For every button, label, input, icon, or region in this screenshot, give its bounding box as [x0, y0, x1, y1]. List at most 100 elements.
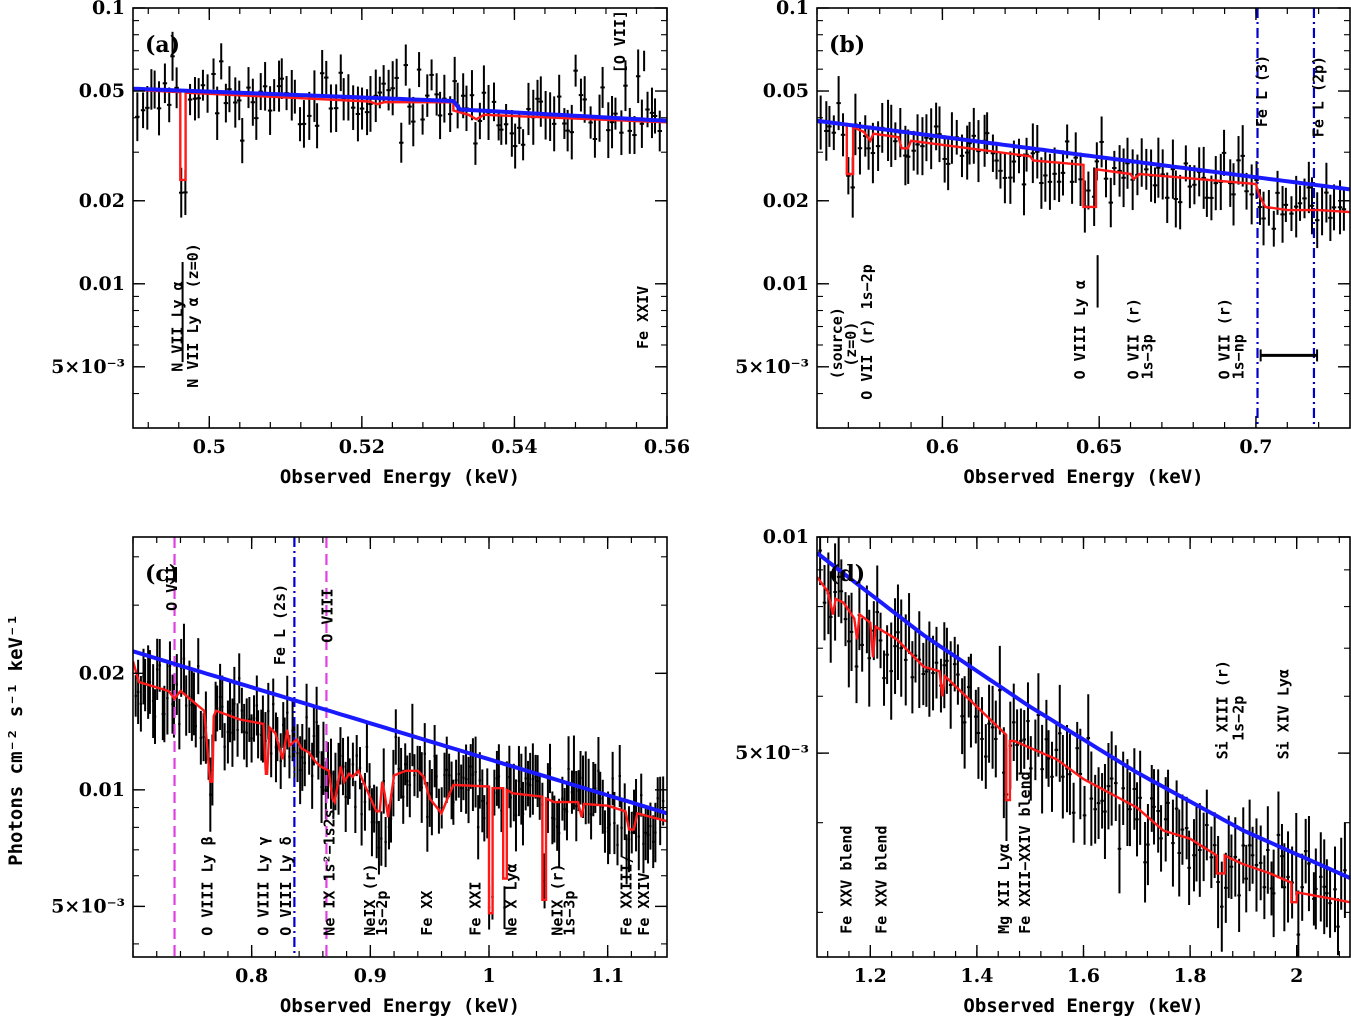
y-tick-label: 0.01	[79, 273, 125, 295]
line-annotation: O VII (r)	[1124, 298, 1142, 379]
y-tick-label: 0.02	[763, 190, 809, 212]
data-points-d	[818, 537, 1347, 957]
x-tick-label: 1.1	[591, 965, 624, 987]
x-tick-label: 1.6	[1067, 965, 1100, 987]
line-annotation: NeIX (r)	[361, 863, 379, 935]
line-annotation: Fe XXI	[467, 882, 485, 936]
x-axis-label: Observed Energy (keV)	[963, 995, 1203, 1017]
line-annotation: Fe L (2p)	[1309, 56, 1327, 137]
x-tick-label: 0.65	[1076, 436, 1122, 458]
line-annotation: (z=0)	[842, 322, 860, 367]
x-tick-label: 1.4	[960, 965, 993, 987]
x-tick-label: 0.9	[354, 965, 387, 987]
line-annotation: NeIX (r)	[549, 863, 567, 935]
x-tick-label: 0.56	[644, 436, 690, 458]
data-points-b	[818, 76, 1347, 249]
plot-area-a	[133, 31, 667, 363]
y-tick-label: 0.1	[776, 0, 809, 19]
plot-area-b	[817, 8, 1350, 428]
line-annotation: Si XIV Lyα	[1275, 669, 1293, 759]
panel-label: (b)	[829, 32, 865, 58]
line-annotation: N VII Ly α (z=0)	[184, 243, 202, 388]
y-tick-label: 0.1	[92, 0, 125, 19]
x-axis-label: Observed Energy (keV)	[280, 995, 520, 1017]
x-tick-label: 0.6	[926, 436, 959, 458]
axes-frame-b	[816, 7, 1351, 429]
continuum-model-line	[817, 551, 1350, 880]
x-tick-label: 1.2	[854, 965, 887, 987]
line-annotation: [O VII]	[611, 10, 629, 73]
data-points-c	[134, 623, 665, 930]
y-tick-label: 0.01	[763, 526, 809, 548]
axes-frame-a	[132, 7, 668, 429]
line-annotation: Fe L (2s)	[271, 584, 289, 665]
panel-label: (c)	[145, 561, 179, 587]
y-tick-label: 0.02	[79, 190, 125, 212]
line-annotation: Mg XII Lyα	[995, 844, 1013, 934]
line-annotation: Fe XXIV	[635, 872, 653, 935]
panel-b: 0.6 0.65 0.7 0.1 0.05 0.02 0.01 5×10⁻³ Observed …	[735, 0, 1351, 488]
line-annotation: O VII (r)	[1215, 298, 1233, 379]
axes-frame-d	[816, 536, 1351, 958]
panel-a: 0.5 0.52 0.54 0.56 0.1 0.05 0.02 0.01 5×10⁻³ Obse…	[51, 0, 690, 488]
y-tick-label: 0.05	[79, 80, 125, 102]
y-tick-label: 0.05	[763, 80, 809, 102]
x-tick-label: 1	[482, 965, 495, 987]
line-annotation: O VIII Ly γ	[254, 836, 272, 935]
line-annotation: Ne IX 1s²−1s2s	[321, 809, 339, 935]
line-annotation: Fe XX	[418, 891, 436, 936]
panel-c: 0.8 0.9 1 1.1 0.02 0.01 5×10⁻³ Observed Energy …	[51, 536, 668, 1017]
data-points-a	[135, 31, 662, 218]
line-annotation: 1s−3p	[560, 891, 578, 936]
y-tick-label: 5×10⁻³	[51, 895, 125, 917]
line-annotation: O VIII Ly α	[1071, 280, 1089, 379]
line-annotation: 1s−2p	[373, 891, 391, 936]
y-tick-label: 0.02	[79, 662, 125, 684]
line-annotation: 1s−np	[1229, 334, 1247, 379]
absorption-model-line	[817, 576, 1350, 904]
x-tick-label: 2	[1290, 965, 1303, 987]
line-annotation: 1s−3p	[1139, 334, 1157, 379]
panel-label: (a)	[145, 32, 180, 58]
absorption-model-line	[817, 119, 1350, 214]
y-tick-label: 5×10⁻³	[735, 356, 809, 378]
x-tick-label: 0.5	[193, 436, 226, 458]
line-annotation: O VII	[163, 566, 181, 611]
x-tick-label: 0.54	[491, 436, 537, 458]
line-annotation: Ne X Lyα	[502, 863, 520, 935]
line-annotation: (source)	[828, 307, 846, 379]
absorption-model-line	[133, 660, 667, 915]
x-tick-label: 0.52	[339, 436, 385, 458]
line-annotation: Fe L (3)	[1253, 55, 1271, 127]
line-annotation: N VII Ly α	[169, 281, 187, 371]
panel-d: 1.2 1.4 1.6 1.8 2 0.01 5×10⁻³ Observed Energy (…	[735, 526, 1351, 1017]
line-annotation: O VIII Ly β	[199, 836, 217, 935]
plot-area-c	[133, 537, 667, 957]
y-tick-label: 5×10⁻³	[51, 356, 125, 378]
x-axis-label: Observed Energy (keV)	[280, 466, 520, 488]
line-annotation: Fe XXIV	[634, 286, 652, 349]
absorption-model-line	[133, 88, 667, 182]
x-tick-label: 0.7	[1239, 436, 1272, 458]
line-annotation: O VIII Ly δ	[277, 836, 295, 935]
line-annotation: Si XIII (r)	[1213, 660, 1231, 759]
line-annotation: O VIII	[318, 589, 336, 643]
panel-label: (d)	[829, 561, 865, 587]
x-axis-label: Observed Energy (keV)	[963, 466, 1203, 488]
axes-frame-c	[132, 536, 668, 958]
line-annotation: Fe XXII−XXIV blend	[1016, 771, 1034, 934]
line-annotation: 1s−2p	[1229, 696, 1247, 741]
line-annotation: Fe XXV blend	[838, 826, 856, 934]
y-tick-label: 0.01	[763, 273, 809, 295]
y-tick-label: 0.01	[79, 779, 125, 801]
plot-area-d	[817, 537, 1350, 957]
x-tick-label: 0.8	[235, 965, 268, 987]
continuum-model-line	[133, 86, 667, 123]
shared-y-axis-label: Photons cm⁻² s⁻¹ keV⁻¹	[5, 614, 27, 866]
continuum-model-line	[817, 118, 1350, 192]
continuum-model-line	[133, 649, 667, 816]
line-annotation: Fe XXIII/	[617, 854, 635, 935]
line-annotation: O VII (r) 1s−2p	[858, 264, 876, 399]
x-tick-label: 1.8	[1174, 965, 1207, 987]
